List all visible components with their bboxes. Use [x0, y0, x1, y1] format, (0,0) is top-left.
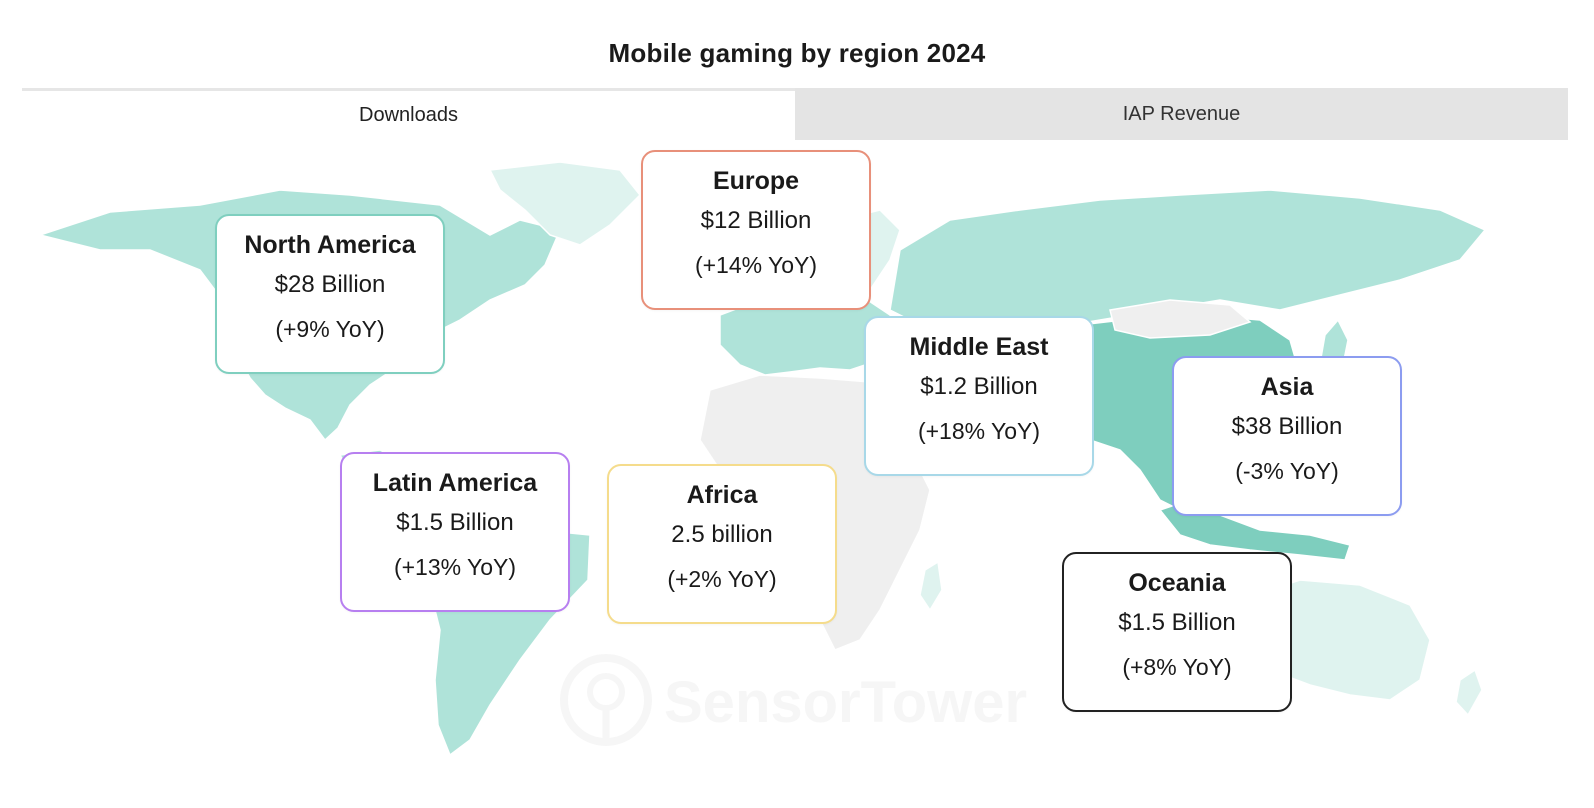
region-name: North America: [244, 231, 416, 259]
map-region-new-zealand: [1455, 668, 1483, 717]
map-region-madagascar: [919, 560, 943, 612]
tab-bar: Downloads IAP Revenue: [22, 88, 1568, 140]
region-revenue: $1.2 Billion: [920, 373, 1038, 400]
tab-iap-revenue[interactable]: IAP Revenue: [795, 88, 1568, 140]
region-card-europe: Europe $12 Billion (+14% YoY): [641, 150, 871, 310]
region-yoy-change: (+2% YoY): [667, 566, 777, 592]
region-revenue: $1.5 Billion: [1118, 609, 1236, 636]
region-card-middle-east: Middle East $1.2 Billion (+18% YoY): [864, 316, 1094, 476]
region-name: Middle East: [909, 333, 1049, 361]
region-yoy-change: (+14% YoY): [694, 252, 818, 278]
region-card-asia: Asia $38 Billion (-3% YoY): [1172, 356, 1402, 516]
region-revenue: 2.5 billion: [671, 521, 773, 548]
region-yoy-change: (+8% YoY): [1122, 654, 1232, 680]
region-revenue: $1.5 Billion: [396, 509, 514, 536]
region-card-africa: Africa 2.5 billion (+2% YoY): [607, 464, 837, 624]
region-name: Asia: [1260, 373, 1314, 401]
region-yoy-change: (+9% YoY): [275, 316, 385, 342]
region-name: Latin America: [372, 469, 538, 497]
region-name: Europe: [712, 167, 800, 195]
region-card-oceania: Oceania $1.5 Billion (+8% YoY): [1062, 552, 1292, 712]
region-card-north-america: North America $28 Billion (+9% YoY): [215, 214, 445, 374]
region-name: Africa: [686, 481, 758, 509]
region-yoy-change: (+13% YoY): [393, 554, 517, 580]
region-revenue: $38 Billion: [1231, 413, 1343, 440]
sensortower-watermark: SensorTower: [560, 654, 1027, 746]
tab-downloads[interactable]: Downloads: [22, 88, 795, 140]
region-revenue: $12 Billion: [700, 207, 812, 234]
region-revenue: $28 Billion: [274, 271, 386, 298]
sensortower-wordmark: SensorTower: [664, 670, 1027, 735]
region-card-latin-america: Latin America $1.5 Billion (+13% YoY): [340, 452, 570, 612]
map-region-mongolia: [1109, 299, 1252, 339]
region-yoy-change: (-3% YoY): [1235, 458, 1339, 484]
map-region-greenland: [488, 161, 642, 246]
chart-title: Mobile gaming by region 2024: [608, 38, 986, 68]
region-name: Oceania: [1128, 569, 1226, 597]
region-yoy-change: (+18% YoY): [917, 418, 1041, 444]
